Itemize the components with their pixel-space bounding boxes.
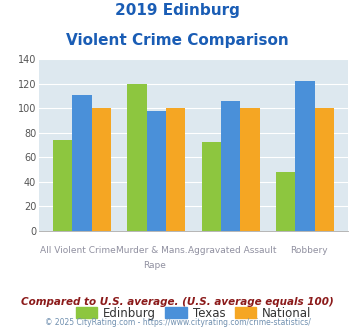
Text: Compared to U.S. average. (U.S. average equals 100): Compared to U.S. average. (U.S. average … (21, 297, 334, 307)
Bar (240, 109, 260, 231)
Bar (72, 95, 92, 231)
Text: Murder & Mans...: Murder & Mans... (116, 246, 193, 255)
Bar (147, 111, 166, 231)
Text: Robbery: Robbery (290, 246, 328, 255)
Bar (276, 172, 295, 231)
Text: © 2025 CityRating.com - https://www.cityrating.com/crime-statistics/: © 2025 CityRating.com - https://www.city… (45, 318, 310, 327)
Legend: Edinburg, Texas, National: Edinburg, Texas, National (71, 302, 316, 325)
Bar (166, 109, 185, 231)
Text: All Violent Crime: All Violent Crime (40, 246, 115, 255)
Bar (315, 109, 334, 231)
Text: Rape: Rape (143, 261, 166, 270)
Text: Aggravated Assault: Aggravated Assault (188, 246, 276, 255)
Bar (127, 84, 147, 231)
Bar (221, 101, 240, 231)
Bar (295, 82, 315, 231)
Bar (92, 109, 111, 231)
Text: Violent Crime Comparison: Violent Crime Comparison (66, 33, 289, 48)
Bar (202, 142, 221, 231)
Bar (53, 140, 72, 231)
Text: 2019 Edinburg: 2019 Edinburg (115, 3, 240, 18)
